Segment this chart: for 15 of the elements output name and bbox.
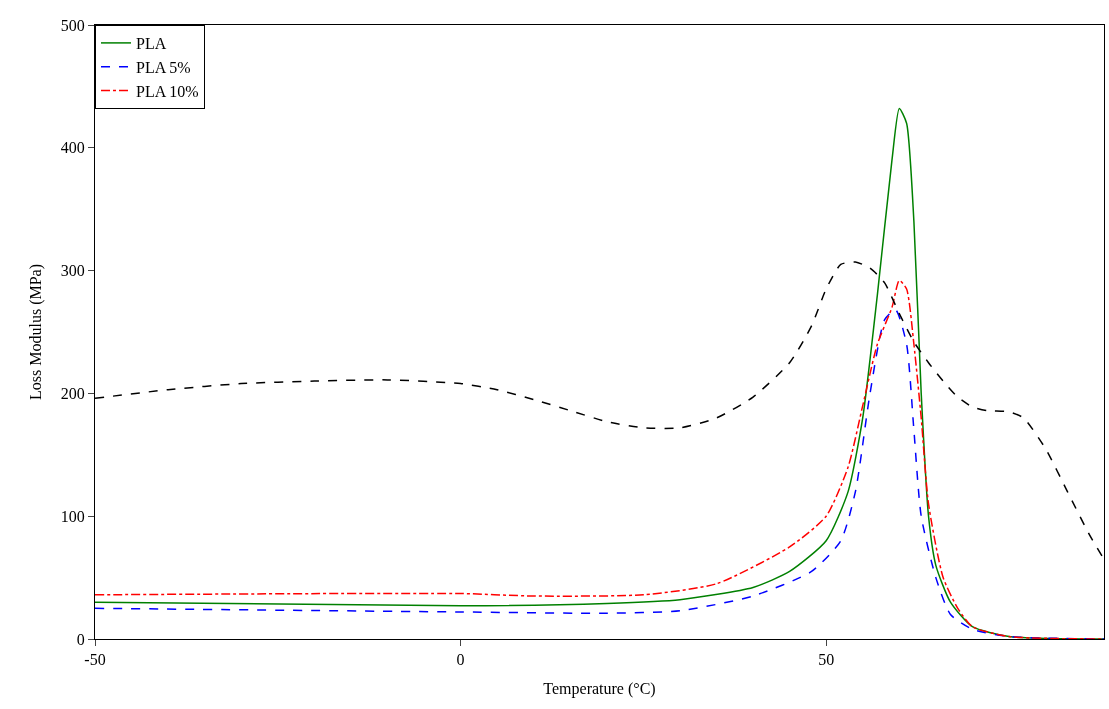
x-tick-label: -50 (84, 651, 106, 669)
legend-label: PLA 10% (136, 82, 199, 100)
y-tick-label: 100 (60, 507, 85, 525)
x-axis-title: Temperature (°C) (543, 679, 656, 698)
legend-label: PLA (136, 35, 167, 53)
y-tick-label: 200 (60, 385, 85, 402)
y-tick-label: 500 (60, 16, 85, 34)
y-tick-label: 300 (60, 262, 85, 280)
line-series (95, 107, 1104, 639)
x-tick-label: 50 (818, 651, 835, 669)
legend-label: PLA 5% (136, 58, 191, 76)
x-tick-label: 0 (456, 651, 465, 669)
y-tick-label: 400 (60, 139, 85, 157)
y-axis-title: Loss Modulus (MPa) (26, 263, 45, 401)
y-tick-label: 0 (76, 630, 85, 648)
